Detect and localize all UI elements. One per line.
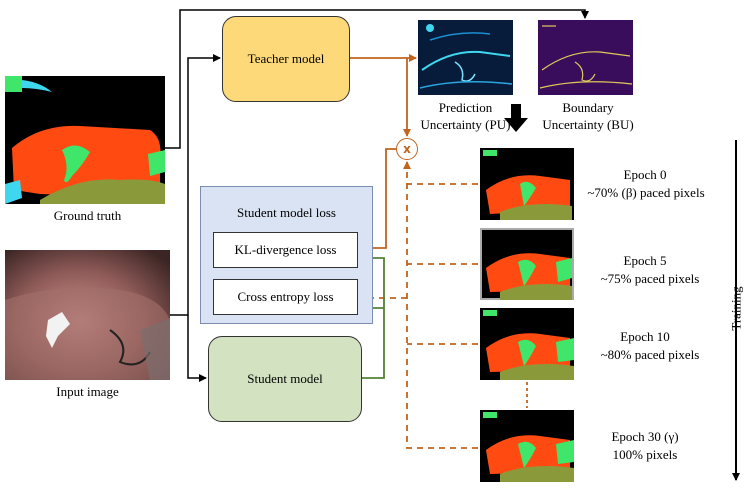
epoch-5-image [480, 228, 574, 300]
ground-truth-image [5, 76, 165, 204]
ground-truth-label: Ground truth [53, 208, 122, 223]
input-to-student-arrow [187, 315, 207, 382]
teacher-model-node: Teacher model [222, 16, 350, 102]
epoch-30-image [480, 410, 574, 482]
epoch-30-pixels: 100% pixels [612, 447, 678, 462]
cross-entropy-loss-node: Cross entropy loss [213, 279, 358, 315]
down-arrow-icon [504, 104, 528, 132]
epoch-0-pixels: ~70% (β) paced pixels [587, 185, 705, 200]
epoch-10-image [480, 308, 574, 380]
training-axis-label: Training [728, 286, 744, 331]
epoch-0-label: Epoch 0 [623, 167, 667, 182]
pu-label: Prediction Uncertainty (PU) [420, 100, 511, 132]
kl-divergence-loss-node: KL-divergence loss [213, 232, 358, 268]
bu-label: Boundary Uncertainty (BU) [542, 100, 634, 132]
epoch-0-image [480, 148, 574, 220]
epoch-5-label: Epoch 5 [623, 253, 667, 268]
gt-to-bu-arrow [165, 9, 589, 149]
student-model-node: Student model [208, 336, 362, 422]
multiply-to-kl-arrow [359, 148, 396, 252]
epoch-5-pixels: ~75% paced pixels [600, 271, 700, 286]
input-connectors [165, 9, 589, 382]
boundary-uncertainty-image [538, 20, 633, 95]
multiply-node: x [396, 138, 418, 160]
input-to-teacher-arrow [170, 54, 221, 316]
epoch-30-label: Epoch 30 (γ) [611, 429, 679, 444]
input-image [5, 250, 170, 380]
epoch-10-label: Epoch 10 [620, 329, 670, 344]
input-image-label: Input image [56, 384, 119, 399]
prediction-uncertainty-image [418, 20, 513, 95]
teacher-connectors [350, 54, 417, 252]
epoch-10-pixels: ~80% paced pixels [600, 347, 700, 362]
